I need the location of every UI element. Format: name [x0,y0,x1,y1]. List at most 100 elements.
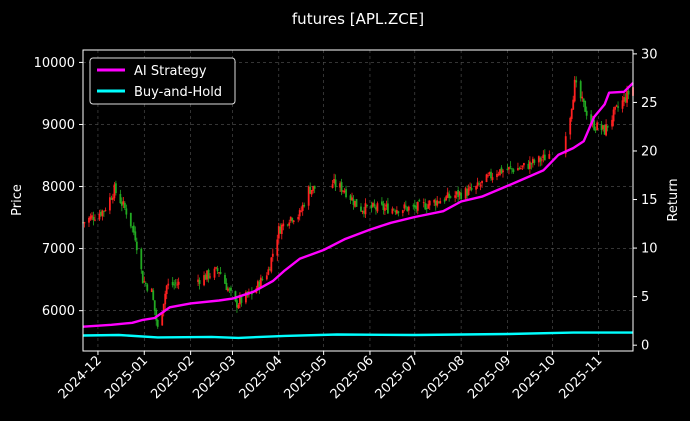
candle-body [240,296,243,303]
candle-body [413,204,416,208]
candle-body [150,288,153,293]
candle-body [521,165,524,167]
y-right-tick-label: 20 [641,144,658,159]
candle-body [279,226,282,234]
candle-body [467,188,470,195]
candle-body [100,211,102,216]
chart-title: futures [APL.ZCE] [292,10,424,28]
candle-body [466,189,469,196]
candle-body [527,163,530,169]
candle-body [132,225,135,233]
candle-body [488,172,491,175]
buy-and-hold-line [82,331,633,340]
candle-body [511,168,513,170]
candle-body [418,200,421,202]
candle-body [289,216,292,221]
candle-body [481,180,483,184]
candle-body [366,205,368,207]
candle-body [224,274,226,284]
candle-body [572,99,575,110]
candle-body [548,154,551,159]
candle-body [376,203,379,212]
y-right-tick-label: 30 [641,47,658,62]
candle-body [307,186,310,206]
candle-body [476,182,479,187]
candle-body [234,291,237,302]
ai-strategy-line [82,82,634,328]
candle-body [230,287,232,291]
candle-body [579,81,582,99]
candle-body [345,189,347,198]
candle-body [245,292,247,303]
legend-label-ai: AI Strategy [134,64,207,79]
candle-body [343,190,346,193]
candle-body [134,231,137,241]
candle-body [113,184,116,199]
candle-body [612,109,615,122]
candle-body [386,203,389,214]
candle-body [310,190,313,195]
candle-body [500,167,503,173]
y-left-tick-label: 9000 [42,118,75,133]
candle-body [218,272,220,274]
candle-body [129,212,132,227]
candle-body [397,211,400,214]
y-right-tick-label: 10 [641,242,658,257]
candle-body [301,204,304,211]
candle-body [174,282,177,284]
candle-body [206,270,208,280]
candle-body [391,208,394,214]
candle-body [176,284,179,286]
candle-body [256,281,259,289]
candle-body [375,207,377,210]
candle-body [352,199,355,205]
candle-body [491,177,494,181]
candle-body [404,205,407,207]
y-left-tick-label: 7000 [42,242,75,257]
candle-body [407,206,410,211]
candle-body [416,201,419,211]
y-left-tick-label: 6000 [42,304,75,319]
candle-body [239,296,241,305]
candle-body [445,196,448,201]
candle-body [406,206,409,212]
candle-body [198,280,201,284]
legend-box [89,57,236,105]
candle-body [520,168,522,170]
candle-body [258,281,261,289]
candle-body [392,209,395,211]
candle-body [425,208,428,210]
candlesticks [82,76,634,329]
y-left-tick-label: 8000 [42,180,75,195]
y-left-tick-label: 10000 [34,56,75,71]
candle-body [455,191,458,195]
legend: AI Strategy Buy-and-Hold [89,57,236,105]
candle-body [298,210,301,217]
candle-body [415,206,418,209]
candle-body [92,216,95,220]
candle-body [582,98,585,102]
candle-body [427,204,430,209]
candle-body [349,195,352,200]
candle-body [623,97,625,102]
candle-body [606,125,609,128]
candle-body [167,283,170,286]
candle-body [213,268,216,278]
candle-body [363,210,365,214]
candle-body [581,96,584,99]
candle-body [487,175,489,177]
candle-body [475,186,477,190]
candle-body [122,201,125,205]
candle-body [119,194,122,204]
candle-body [370,205,373,209]
candle-body [355,199,358,207]
candle-body [446,192,449,198]
candle-body [215,267,217,269]
candle-body [261,278,264,280]
y-right-tick-label: 25 [641,96,658,111]
candle-body [227,288,229,291]
candle-body [564,136,567,154]
candle-body [596,122,599,131]
candle-body [109,197,111,211]
candle-body [530,163,533,165]
